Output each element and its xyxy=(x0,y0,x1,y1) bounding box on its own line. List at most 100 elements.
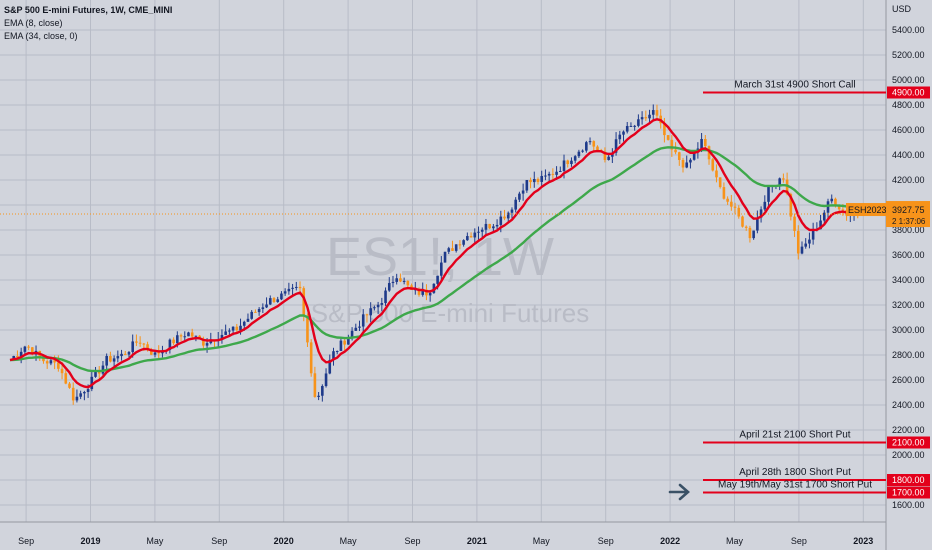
candle-body xyxy=(64,373,68,384)
candle-body xyxy=(488,223,491,229)
candle-body xyxy=(391,281,395,284)
candle-body xyxy=(462,240,465,245)
candle-body xyxy=(79,393,82,397)
candle-body xyxy=(399,278,402,282)
candle-body xyxy=(116,356,120,359)
last-price-text: 3927.75 xyxy=(892,205,925,215)
ema-slow-label[interactable]: EMA (34, close, 0) xyxy=(4,31,78,41)
candle-body xyxy=(228,330,231,332)
candle-body xyxy=(677,152,681,160)
candle-body xyxy=(570,160,573,165)
candle-body xyxy=(57,362,60,369)
x-tick-label: May xyxy=(533,536,551,546)
candle-body xyxy=(205,343,209,346)
candle-body xyxy=(109,355,112,362)
candle-body xyxy=(644,117,648,119)
arrow-icon xyxy=(668,483,690,501)
symbol-title[interactable]: S&P 500 E-mini Futures, 1W, CME_MINI xyxy=(4,5,173,15)
annotation-price-tag xyxy=(887,486,930,499)
candle-body xyxy=(614,139,618,153)
candle-body xyxy=(176,335,179,344)
x-tick-label: 2021 xyxy=(467,536,487,546)
candle-body xyxy=(830,198,834,202)
watermark-symbol: ES1!, 1W xyxy=(326,227,554,287)
candle-body xyxy=(796,230,800,254)
candle-body xyxy=(503,216,506,219)
y-tick-label: 4400.00 xyxy=(892,150,925,160)
y-tick-label: 4200.00 xyxy=(892,175,925,185)
annotation-price-tag xyxy=(887,436,930,449)
candle-body xyxy=(625,125,629,132)
candle-body xyxy=(804,243,808,247)
candle-body xyxy=(42,356,45,362)
annotation-label: March 31st 4900 Short Call xyxy=(734,80,855,91)
y-tick-label: 3400.00 xyxy=(892,275,925,285)
candle-body xyxy=(756,217,759,231)
candle-body xyxy=(618,134,622,140)
candle-body xyxy=(466,236,469,241)
candle-body xyxy=(49,360,53,364)
candle-body xyxy=(562,160,566,171)
candle-body xyxy=(358,326,361,328)
symbol-tag-text: ESH2023 xyxy=(848,205,887,215)
y-tick-label: 3000.00 xyxy=(892,325,925,335)
candle-body xyxy=(27,346,30,348)
candle-body xyxy=(715,170,718,178)
candle-body xyxy=(127,352,131,355)
x-tick-label: 2022 xyxy=(660,536,680,546)
annotation-price-text: 4900.00 xyxy=(892,88,925,98)
candle-body xyxy=(120,353,123,357)
candle-body xyxy=(458,244,462,246)
candle-body xyxy=(521,190,525,194)
candle-body xyxy=(328,359,332,374)
candle-body xyxy=(94,371,97,377)
candle-body xyxy=(666,135,670,140)
ema-8-line xyxy=(9,118,858,389)
candle-body xyxy=(730,201,733,207)
candle-body xyxy=(239,325,242,331)
y-tick-label: 3600.00 xyxy=(892,250,925,260)
candle-body xyxy=(53,360,56,363)
candle-body xyxy=(440,262,443,276)
candle-body xyxy=(443,251,447,263)
candle-body xyxy=(309,342,313,374)
candle-body xyxy=(778,178,781,186)
candle-body xyxy=(559,170,562,172)
currency-label: USD xyxy=(892,4,912,14)
candle-body xyxy=(629,125,633,127)
candle-body xyxy=(272,298,276,302)
candle-body xyxy=(83,392,86,394)
y-tick-label: 3200.00 xyxy=(892,300,925,310)
ema-fast-label[interactable]: EMA (8, close) xyxy=(4,18,63,28)
candle-body xyxy=(384,290,387,304)
candle-body xyxy=(365,314,369,316)
candle-body xyxy=(235,326,239,331)
candle-body xyxy=(157,352,161,354)
candle-body xyxy=(268,298,272,305)
candle-body xyxy=(369,308,372,316)
candle-body xyxy=(153,352,157,355)
candle-body xyxy=(317,395,320,397)
candle-body xyxy=(332,351,335,360)
y-tick-label: 2200.00 xyxy=(892,425,925,435)
candle-body xyxy=(283,291,287,294)
candle-body xyxy=(633,125,636,127)
y-tick-label: 4600.00 xyxy=(892,125,925,135)
candle-body xyxy=(822,212,826,221)
candle-body xyxy=(596,146,599,151)
last-price-tag xyxy=(886,201,930,228)
candle-body xyxy=(220,334,224,340)
y-tick-label: 4800.00 xyxy=(892,100,925,110)
annotation-price-text: 1700.00 xyxy=(892,488,925,498)
candle-body xyxy=(421,289,425,295)
candle-body xyxy=(183,336,187,338)
x-tick-label: Sep xyxy=(404,536,420,546)
candle-body xyxy=(685,162,689,168)
candle-body xyxy=(551,173,555,175)
candle-body xyxy=(172,339,175,344)
candle-body xyxy=(532,179,536,183)
candle-body xyxy=(547,173,551,176)
candle-body xyxy=(280,293,283,300)
candle-body xyxy=(402,280,406,282)
